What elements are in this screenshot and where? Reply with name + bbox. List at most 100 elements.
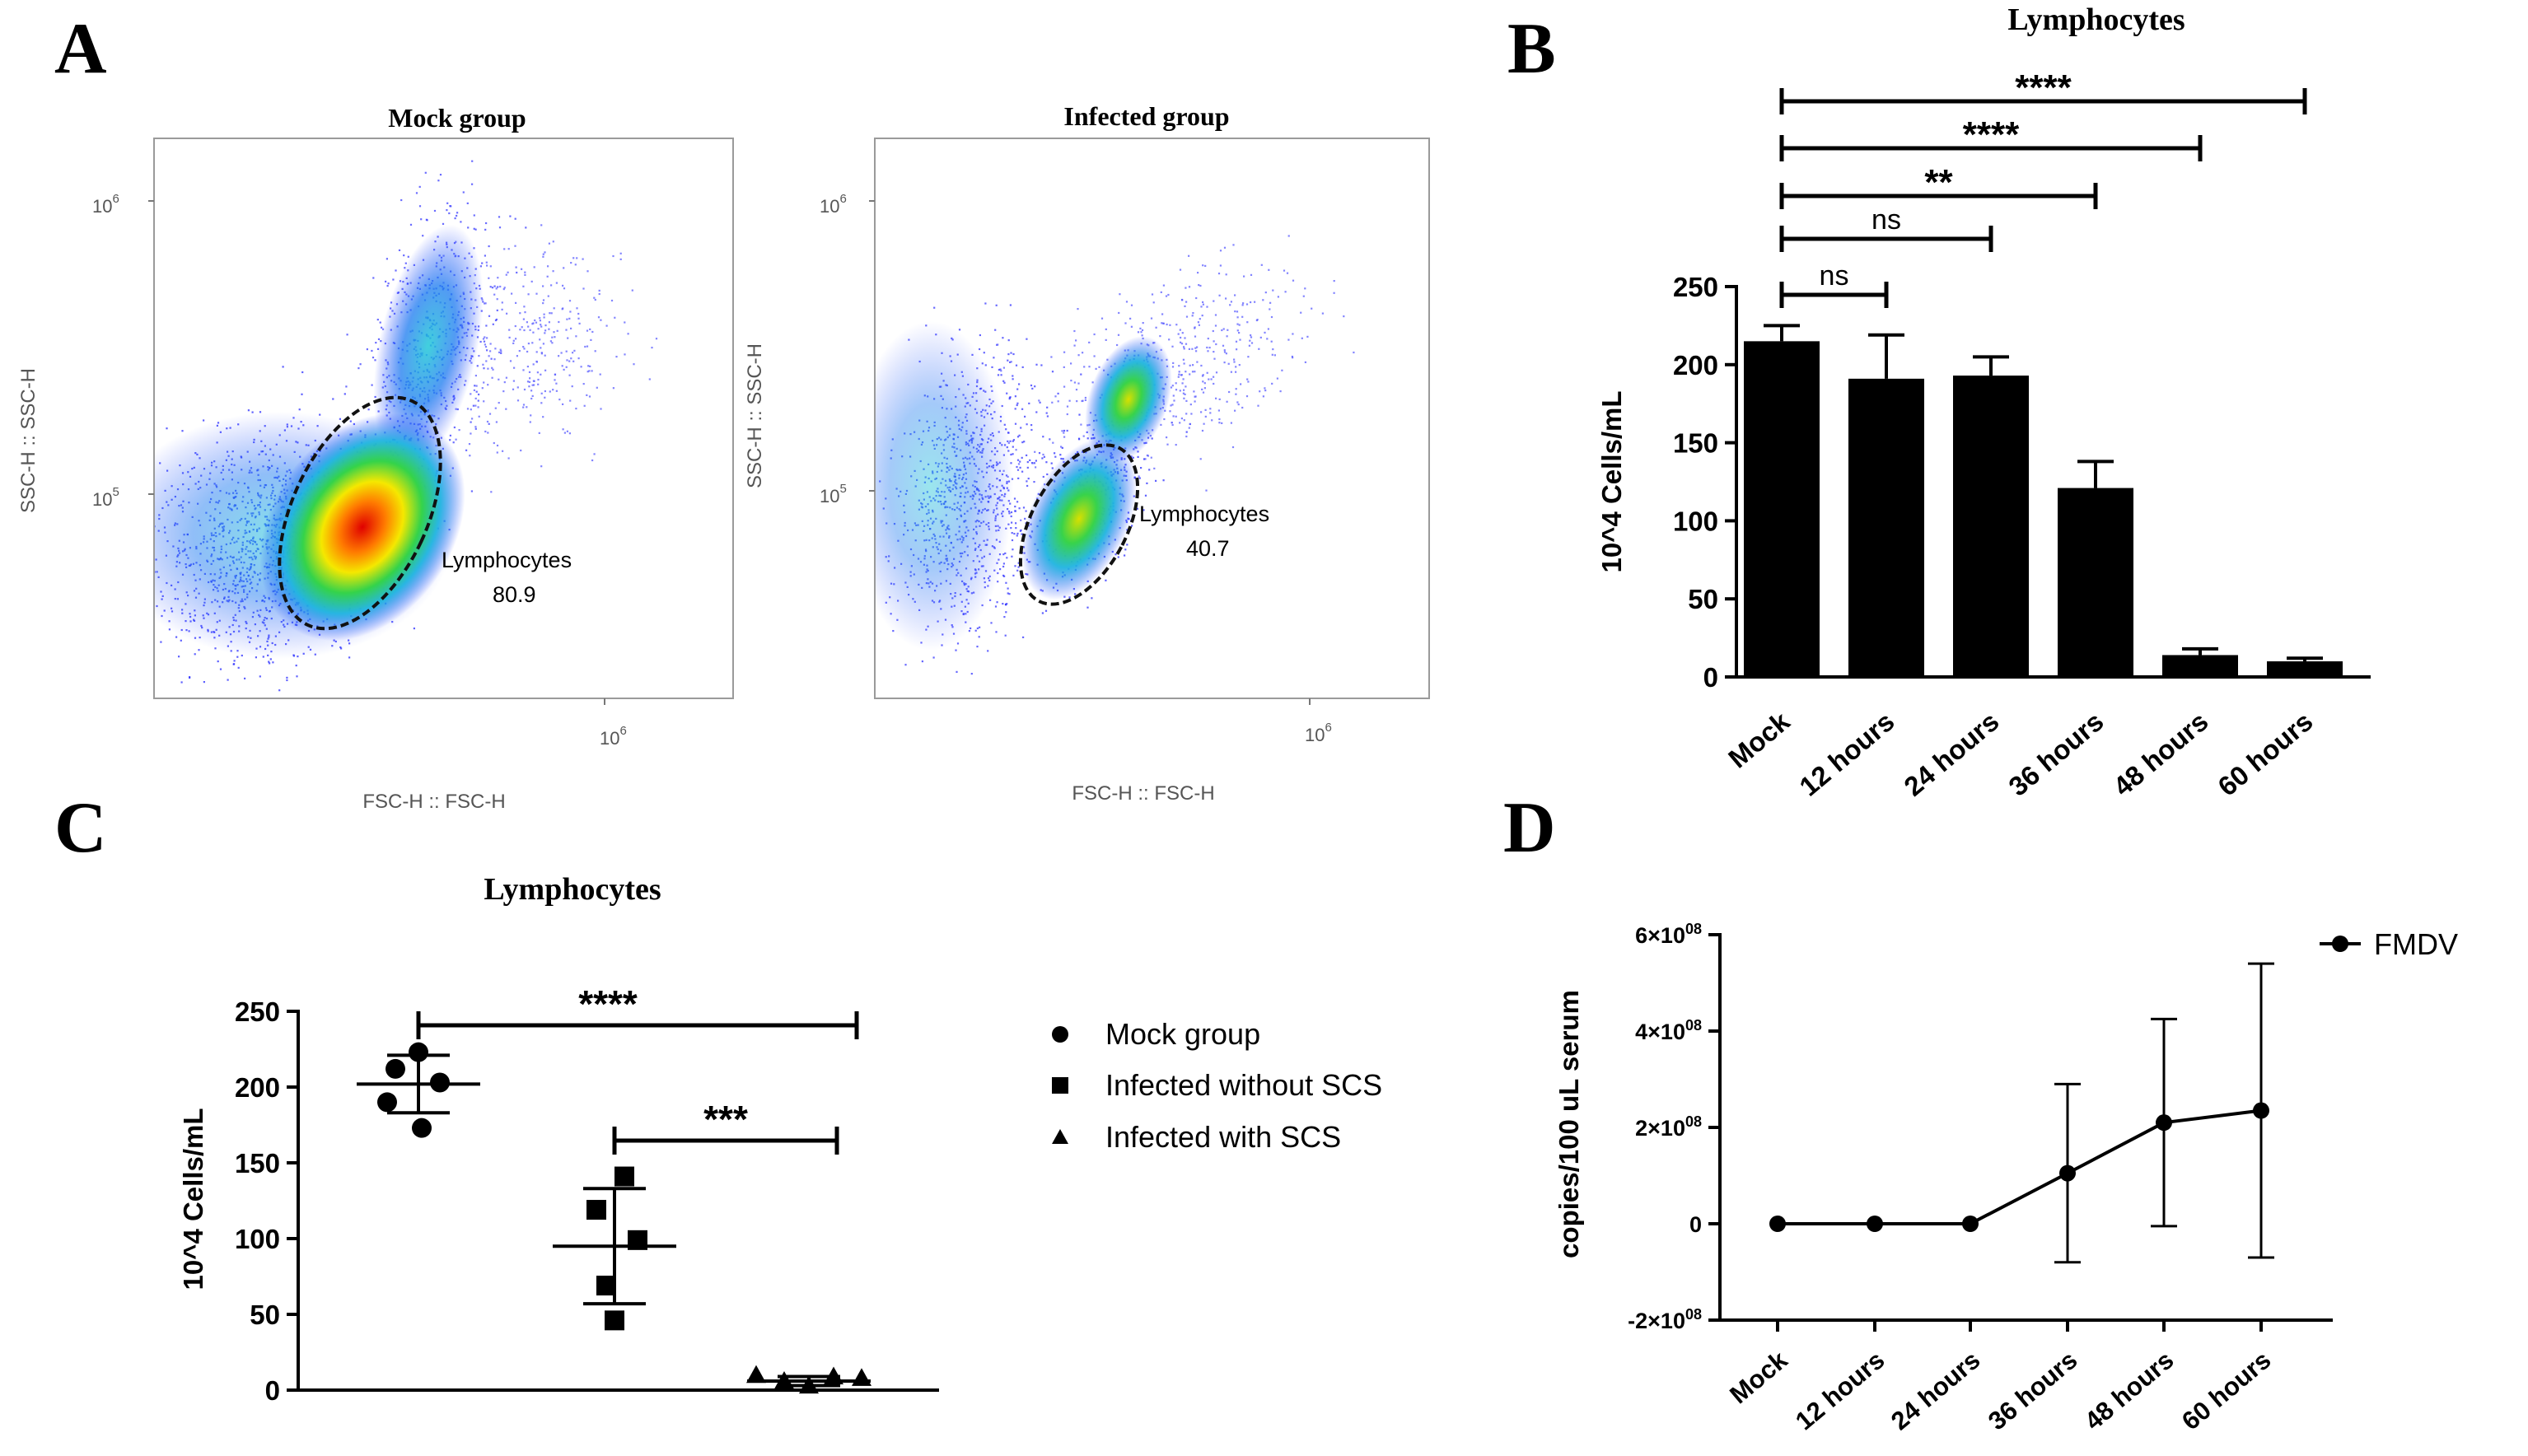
data-point [2156, 1114, 2172, 1132]
chart-d: -2×1008 0 2×1008 4×1008 6×1008 copies/100 uL … [1554, 921, 2458, 1435]
data-point [852, 1368, 871, 1386]
significance-label: ** [1924, 162, 1953, 203]
y-tick-label: 100 [235, 1224, 280, 1254]
x-tick-label: 36 hours [2002, 706, 2109, 802]
x-tick-label: 48 hours [2107, 706, 2213, 802]
x-tick-label: 24 hours [1885, 1346, 1985, 1436]
legend-label: Mock group [1105, 1017, 1260, 1051]
y-tick-label: 50 [1688, 584, 1718, 614]
x-tick-label: 24 hours [1898, 706, 2004, 802]
bar [1744, 341, 1820, 677]
x-axis-label: FSC-H :: FSC-H [1072, 782, 1214, 805]
data-point [2059, 1164, 2076, 1182]
x-tick-label: 106 [1305, 721, 1332, 745]
series-line [1778, 1108, 2262, 1225]
y-tick-label: 2×1008 [1635, 1113, 1702, 1141]
y-tick-label: 0 [265, 1375, 280, 1406]
data-point [1769, 1216, 1786, 1232]
gate-value: 80.9 [493, 582, 536, 607]
legend-marker [2332, 936, 2348, 952]
density-cloud [154, 160, 658, 698]
y-tick-label: 105 [820, 482, 847, 506]
data-point [614, 1166, 634, 1187]
data-point [1962, 1216, 1979, 1232]
gate-value: 40.7 [1186, 536, 1230, 561]
data-point [605, 1310, 624, 1331]
legend-marker [1052, 1026, 1068, 1043]
bar [2162, 655, 2238, 677]
y-tick-label: -2×1008 [1628, 1306, 1702, 1333]
y-tick-label: 250 [1673, 272, 1718, 302]
x-tick-label: 12 hours [1793, 706, 1900, 802]
x-tick-label: Mock [1722, 706, 1796, 774]
data-point [586, 1200, 606, 1220]
y-axis-label: SSC-H :: SSC-H [17, 368, 40, 513]
flow-plot-frame [874, 138, 1430, 699]
x-tick-label: 12 hours [1790, 1346, 1890, 1436]
bar [2058, 488, 2133, 677]
significance-label: *** [703, 1098, 748, 1141]
chart-c: Lymphocytes 0 50 100 150 200 250 10^4 Cells/mL *… [178, 872, 1382, 1406]
significance-label: **** [2015, 68, 2072, 108]
y-tick-label: 200 [1673, 350, 1718, 380]
x-tick-label: 106 [600, 724, 627, 749]
flow-plot-frame [153, 138, 734, 699]
chart-b-title: Lymphocytes [2007, 2, 2185, 37]
y-tick-label: 106 [820, 192, 847, 217]
y-tick-label: 4×1008 [1635, 1017, 1702, 1044]
y-tick-label: 0 [1703, 662, 1718, 693]
y-tick-label: 150 [235, 1148, 280, 1178]
y-axis-label: 10^4 Cells/mL [1596, 390, 1627, 572]
panel-letter-d: D [1503, 788, 1556, 868]
y-tick-label: 105 [92, 485, 119, 510]
x-axis-label: FSC-H :: FSC-H [362, 791, 505, 813]
significance-label: ns [1871, 204, 1901, 236]
y-axis-label: copies/100 uL serum [1554, 990, 1584, 1258]
flow-plot-infected: Infected group Lymphocytes 40.7 106 105 … [744, 101, 1430, 805]
data-point [746, 1365, 766, 1384]
legend-marker [1052, 1129, 1068, 1144]
y-tick-label: 50 [250, 1300, 280, 1330]
gate-label: Lymphocytes [1139, 502, 1269, 526]
data-point [409, 1042, 428, 1062]
x-tick-label: 60 hours [2176, 1346, 2276, 1436]
y-axis-label: 10^4 Cells/mL [178, 1108, 208, 1290]
y-tick-label: 0 [1689, 1212, 1702, 1237]
y-tick-label: 150 [1673, 428, 1718, 459]
legend-label: Infected with SCS [1105, 1120, 1341, 1154]
chart-b: Lymphocytes 0 50 100 150 200 250 10^4 Cells/mL M… [1596, 2, 2371, 802]
significance-label: **** [1963, 114, 2020, 155]
data-point [377, 1092, 397, 1113]
x-tick-label: 48 hours [2079, 1346, 2179, 1436]
panel-letter-b: B [1507, 9, 1556, 89]
flow-plot-mock: Mock group Lymphocytes 80.9 106 105 106 … [17, 103, 734, 813]
chart-c-title: Lymphocytes [484, 872, 661, 907]
data-point [2253, 1102, 2269, 1119]
panel-letter-a: A [54, 9, 107, 89]
y-tick-label: 6×1008 [1635, 921, 1702, 948]
legend-label: FMDV [2374, 927, 2458, 961]
bar [1953, 376, 2029, 677]
data-point [1867, 1216, 1883, 1232]
bar [2267, 661, 2343, 677]
y-tick-label: 106 [92, 192, 119, 217]
y-tick-label: 100 [1673, 506, 1718, 536]
bar [1848, 378, 1924, 677]
legend-label: Infected without SCS [1105, 1068, 1382, 1102]
x-tick-label: 60 hours [2212, 706, 2318, 802]
lymphocyte-gate [1018, 443, 1140, 606]
flow-plot-title: Infected group [1063, 101, 1229, 131]
significance-label: **** [578, 982, 638, 1025]
x-tick-label: 36 hours [1983, 1346, 2082, 1436]
data-point [412, 1118, 432, 1138]
flow-plot-title: Mock group [388, 103, 526, 133]
density-cloud [875, 235, 1355, 675]
y-tick-label: 250 [235, 996, 280, 1027]
gate-label: Lymphocytes [442, 548, 572, 572]
y-axis-label: SSC-H :: SSC-H [744, 343, 766, 488]
lymphocyte-gate [278, 395, 442, 631]
x-tick-label: Mock [1724, 1345, 1793, 1409]
legend-marker [1052, 1077, 1068, 1094]
y-tick-label: 200 [235, 1072, 280, 1103]
